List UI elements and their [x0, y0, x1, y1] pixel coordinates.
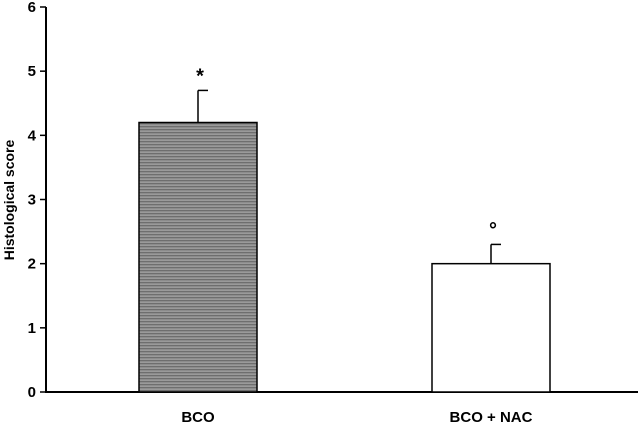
- y-tick-label: 2: [28, 256, 36, 273]
- y-tick-label: 3: [28, 192, 36, 209]
- bars: [138, 121, 551, 393]
- error-bars: *°: [196, 65, 501, 264]
- y-tick-label: 4: [28, 127, 37, 144]
- bar-1: [431, 262, 551, 393]
- bar-0: [138, 121, 258, 393]
- x-category-label: BCO: [181, 409, 215, 426]
- x-axis-labels: BCO BCO + NAC: [181, 409, 532, 426]
- significance-marker: °: [489, 219, 497, 241]
- y-tick-label: 6: [28, 0, 36, 16]
- y-tick-label: 1: [28, 320, 36, 337]
- y-axis-label: Histological score: [1, 139, 17, 260]
- x-category-label: BCO + NAC: [450, 409, 533, 426]
- y-axis-ticks: 0 1 2 3 4 5 6: [28, 0, 46, 401]
- y-tick-label: 0: [28, 384, 36, 401]
- significance-marker: *: [196, 65, 204, 87]
- y-tick-label: 5: [28, 63, 36, 80]
